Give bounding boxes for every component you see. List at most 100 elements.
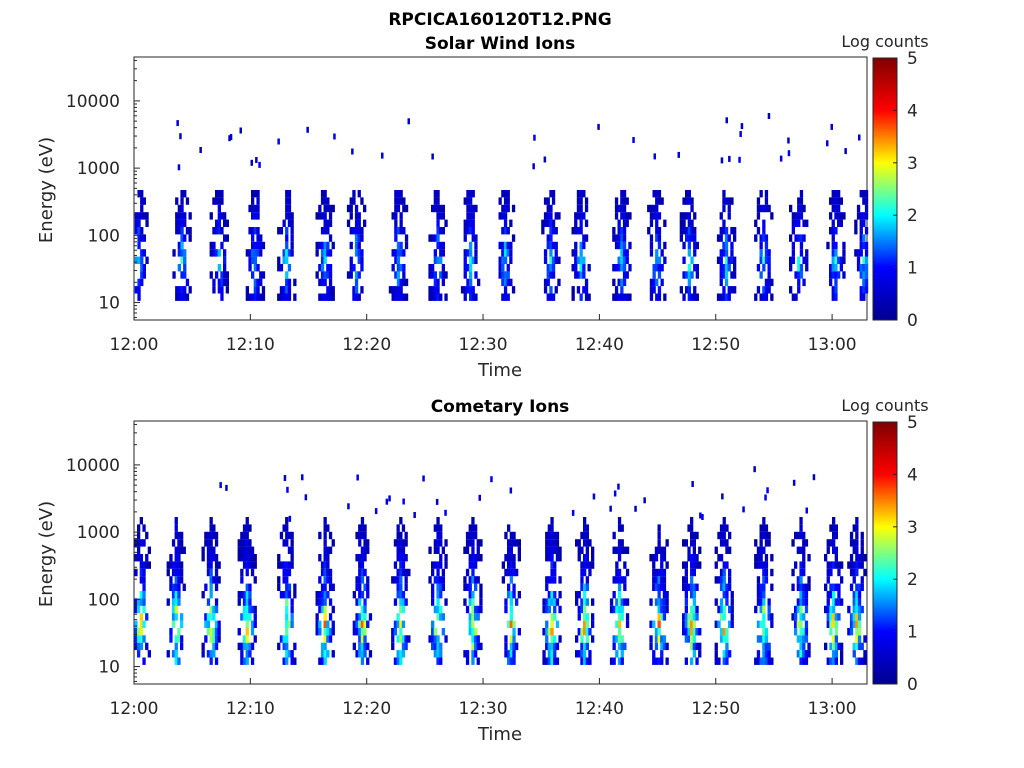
heatmap-cell [465, 568, 470, 577]
heatmap-cell [541, 227, 545, 235]
heatmap-cell [512, 539, 516, 547]
heatmap-cell [474, 256, 478, 264]
heatmap-cell [622, 204, 627, 213]
heatmap-cell [509, 531, 513, 540]
heatmap-cell [394, 219, 398, 227]
heatmap-cell [248, 583, 252, 591]
heatmap-cell [767, 598, 771, 606]
colorbar-gradient [872, 421, 898, 685]
heatmap-cell [256, 227, 260, 235]
heatmap-cell [177, 219, 181, 227]
heatmap-cell [360, 256, 364, 264]
heatmap-cell [433, 628, 437, 636]
heatmap-cell [585, 546, 589, 554]
heatmap-cell [720, 157, 724, 164]
heatmap-cell [832, 613, 836, 621]
heatmap-cell [859, 241, 863, 250]
heatmap-cell [436, 286, 440, 294]
heatmap-cell [615, 598, 619, 606]
heatmap-cell [834, 524, 838, 532]
heatmap-cell [142, 657, 146, 665]
heatmap-cell [682, 219, 686, 227]
heatmap-cell [617, 256, 621, 264]
heatmap-cell [647, 227, 651, 235]
heatmap-cell [463, 249, 467, 257]
heatmap-cell [248, 524, 252, 532]
heatmap-cell [225, 271, 229, 279]
heatmap-cell [358, 539, 362, 547]
heatmap-cell [172, 271, 176, 279]
heatmap-cell [501, 561, 505, 569]
heatmap-cell [140, 227, 144, 235]
heatmap-cell [756, 583, 761, 591]
heatmap-cell [580, 561, 584, 569]
heatmap-cell [147, 561, 151, 569]
heatmap-cell [209, 613, 213, 621]
heatmap-cell [852, 539, 856, 547]
y-tick-label: 10 [98, 294, 120, 314]
heatmap-cell [250, 546, 255, 554]
heatmap-cell [212, 241, 216, 250]
heatmap-cell [545, 576, 549, 584]
heatmap-cell [575, 598, 579, 606]
heatmap-cell [134, 568, 138, 577]
heatmap-cell [738, 156, 741, 163]
heatmap-cell [796, 576, 800, 584]
heatmap-cell [323, 546, 327, 554]
heatmap-cell [323, 635, 327, 643]
heatmap-cell [759, 531, 763, 540]
heatmap-cell [730, 271, 734, 279]
heatmap-cell [471, 204, 475, 213]
heatmap-cell [693, 227, 697, 235]
heatmap-cell [285, 212, 289, 220]
heatmap-cell [177, 576, 181, 584]
heatmap-cell [553, 598, 557, 606]
heatmap-cell [829, 524, 833, 532]
heatmap-cell [180, 219, 184, 227]
heatmap-cell [799, 598, 803, 606]
heatmap-cell [174, 524, 178, 532]
heatmap-cell [285, 613, 289, 621]
heatmap-cell [391, 635, 395, 643]
heatmap-cell [407, 118, 410, 125]
heatmap-cell [509, 576, 513, 584]
heatmap-cell [285, 286, 289, 294]
heatmap-cell [177, 568, 181, 577]
heatmap-cell [826, 657, 830, 665]
heatmap-cell [320, 197, 325, 205]
heatmap-cell [652, 212, 656, 220]
heatmap-cell [655, 197, 659, 205]
heatmap-cell [756, 227, 761, 235]
heatmap-cell [832, 517, 836, 525]
heatmap-cell [577, 554, 581, 562]
heatmap-cell [436, 605, 440, 614]
heatmap-cell [840, 576, 844, 584]
heatmap-cell [512, 657, 516, 665]
heatmap-cell [501, 278, 505, 287]
heatmap-cell [282, 256, 286, 264]
heatmap-cell [217, 561, 221, 569]
heatmap-cell [318, 657, 322, 665]
heatmap-cell [315, 212, 319, 220]
heatmap-cell [466, 204, 470, 213]
heatmap-cell [685, 212, 689, 220]
heatmap-cell [722, 293, 726, 301]
heatmap-cell [623, 576, 627, 584]
heatmap-cell [759, 657, 763, 665]
heatmap-cell [363, 554, 367, 562]
heatmap-cell [580, 628, 584, 636]
heatmap-cell [826, 598, 830, 606]
heatmap-cell [463, 227, 467, 235]
heatmap-cell [657, 234, 662, 242]
heatmap-cell [471, 598, 475, 606]
heatmap-cell [695, 657, 699, 665]
heatmap-cell [576, 256, 581, 264]
heatmap-cell [855, 642, 859, 651]
heatmap-cell [471, 256, 475, 264]
heatmap-cell [217, 635, 221, 643]
heatmap-cell [399, 546, 403, 554]
heatmap-cell [802, 278, 806, 287]
heatmap-cell [183, 219, 187, 227]
heatmap-cell [574, 227, 578, 235]
heatmap-cell [287, 293, 292, 301]
